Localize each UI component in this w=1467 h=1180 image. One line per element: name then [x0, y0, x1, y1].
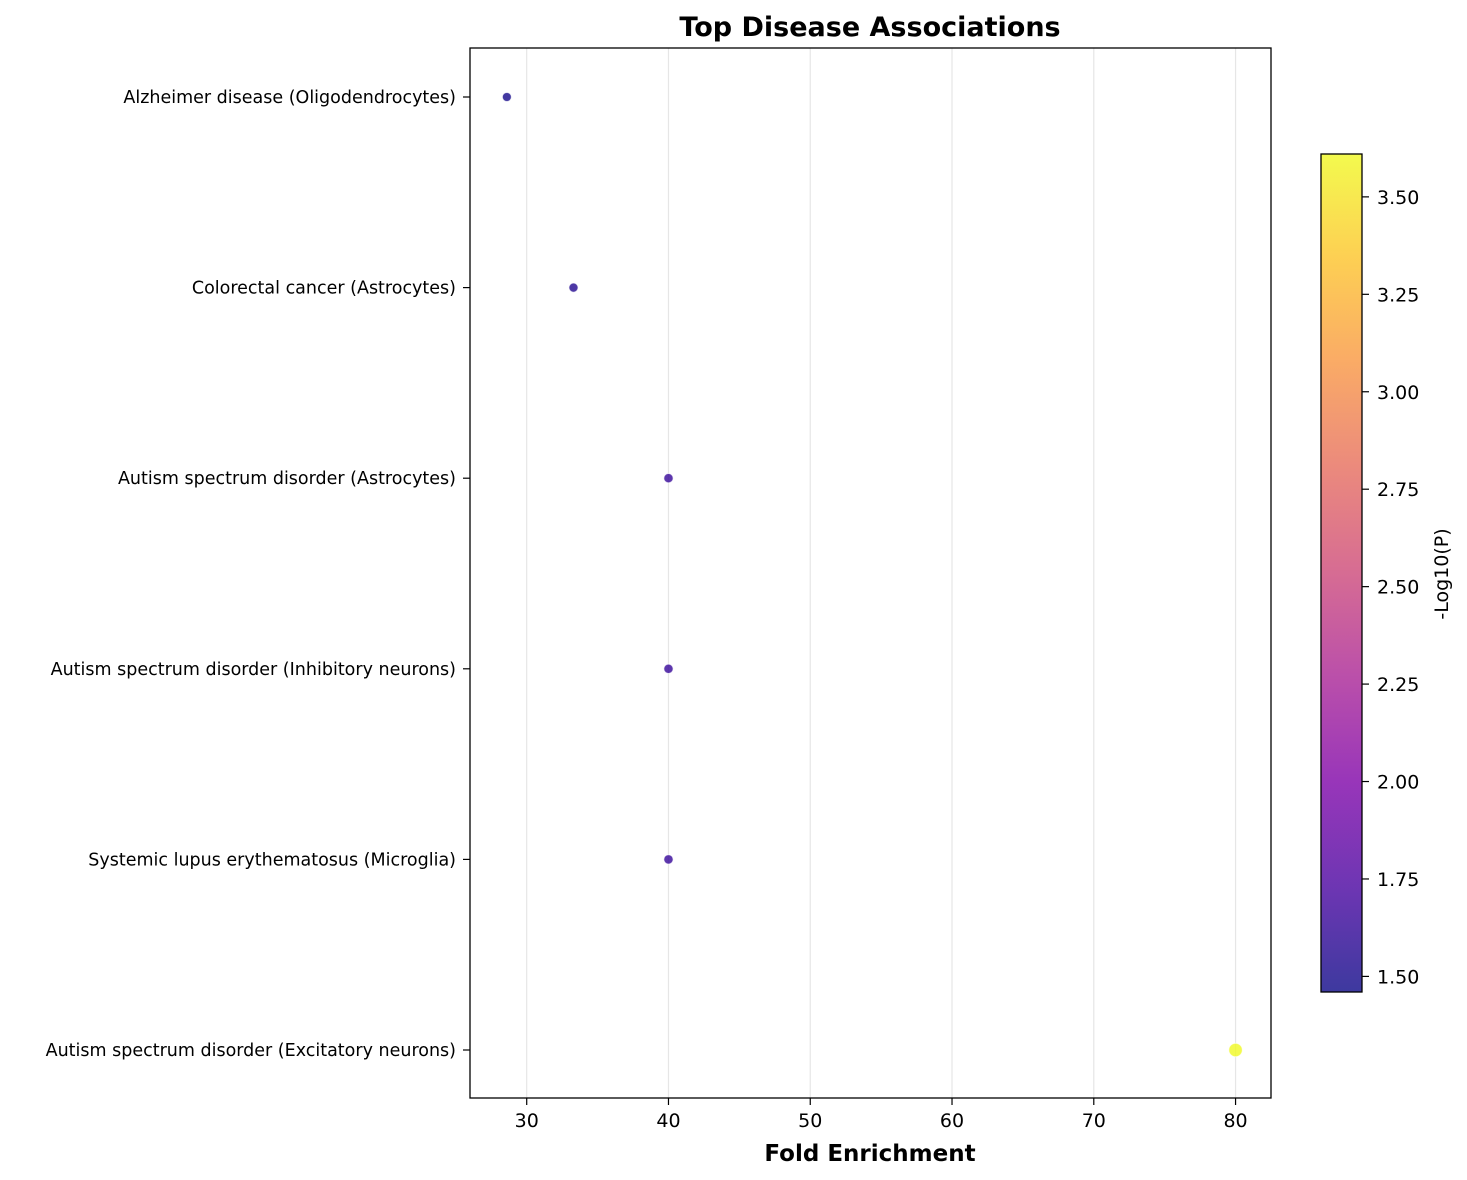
y-axis-categories: Alzheimer disease (Oligodendrocytes) Colo…: [46, 88, 470, 1061]
colorbar-label: -Log10(P): [1431, 528, 1453, 619]
colorbar-tick-label: 1.50: [1377, 966, 1419, 988]
x-tick-label: 50: [798, 1110, 822, 1132]
colorbar-ticks: 1.50 1.75 2.00 2.25 2.50 2.75 3.00 3.25 3.50: [1362, 187, 1419, 988]
data-point: [663, 854, 674, 865]
x-tick-label: 30: [515, 1110, 539, 1132]
plot-frame: [469, 47, 1272, 1099]
x-axis-ticks: 30 40 50 60 70 80: [515, 1098, 1248, 1132]
colorbar: 1.50 1.75 2.00 2.25 2.50 2.75 3.00 3.25 3.50 -Lo…: [1320, 153, 1453, 993]
x-tick-label: 40: [656, 1110, 680, 1132]
x-tick-label: 80: [1223, 1110, 1247, 1132]
colorbar-tick-label: 2.75: [1377, 479, 1419, 501]
gridlines: [526, 48, 1237, 1098]
x-axis-label: Fold Enrichment: [764, 1141, 975, 1167]
colorbar-tick-label: 2.00: [1377, 772, 1419, 794]
colorbar-tick-label: 3.25: [1377, 284, 1419, 306]
data-point: [663, 663, 674, 674]
data-point: [663, 473, 674, 484]
y-category-label: Alzheimer disease (Oligodendrocytes): [123, 88, 456, 108]
colorbar-tick-label: 1.75: [1377, 869, 1419, 891]
x-tick-label: 70: [1082, 1110, 1106, 1132]
colorbar-tick-label: 2.25: [1377, 674, 1419, 696]
data-points: [501, 91, 1243, 1058]
x-tick-label: 60: [940, 1110, 964, 1132]
y-category-label: Autism spectrum disorder (Inhibitory neu…: [51, 660, 456, 680]
colorbar-tick-label: 3.50: [1377, 187, 1419, 209]
y-category-label: Autism spectrum disorder (Excitatory neu…: [46, 1041, 456, 1061]
y-category-label: Systemic lupus erythematosus (Microglia): [88, 850, 456, 870]
colorbar-tick-label: 3.00: [1377, 382, 1419, 404]
data-point: [568, 282, 579, 293]
y-category-label: Colorectal cancer (Astrocytes): [192, 279, 456, 299]
y-category-label: Autism spectrum disorder (Astrocytes): [118, 469, 456, 489]
colorbar-tick-label: 2.50: [1377, 577, 1419, 599]
data-point: [501, 91, 512, 103]
colorbar-gradient: [1321, 154, 1362, 992]
chart-title: Top Disease Associations: [679, 12, 1060, 43]
data-point: [1228, 1042, 1243, 1058]
colorbar-frame: [1320, 153, 1363, 993]
